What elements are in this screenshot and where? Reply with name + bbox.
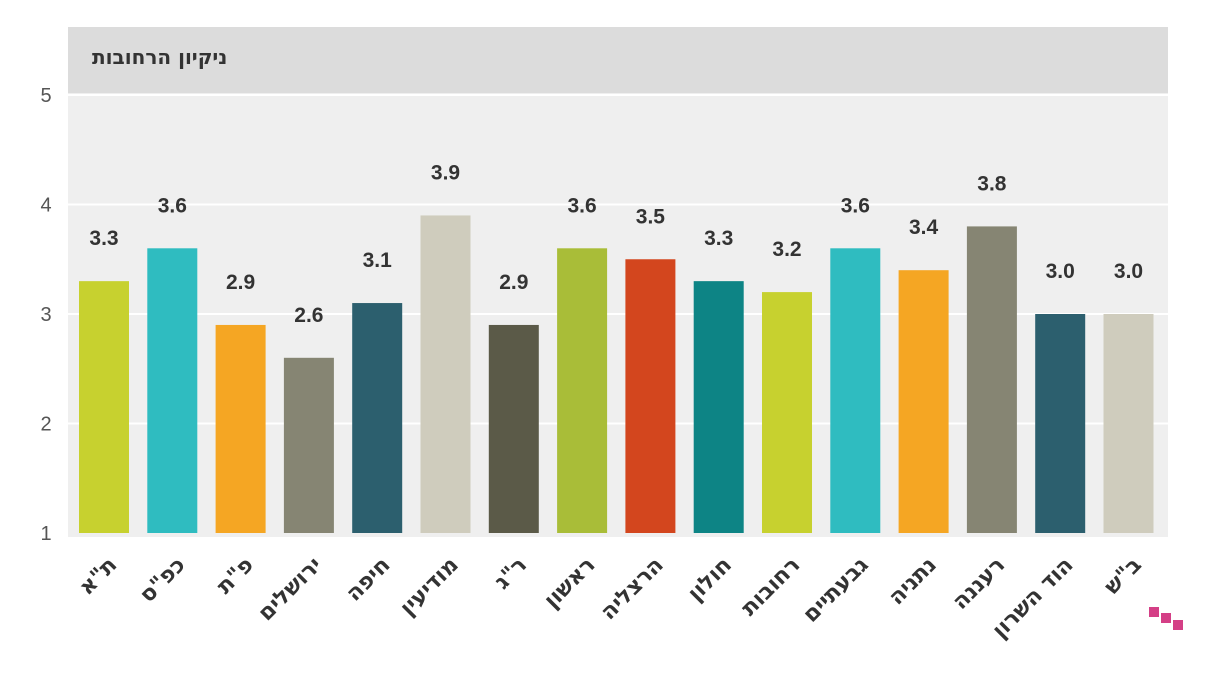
x-tick-label: רחובות (737, 553, 806, 622)
x-tick-label: גבעתיים (798, 552, 873, 627)
x-tick-label: ב"ש (1100, 553, 1147, 600)
bar (352, 303, 403, 533)
bar-value-label: 3.4 (909, 216, 939, 239)
y-tick-label: 5 (40, 85, 51, 107)
bar (625, 259, 676, 533)
bar (215, 324, 266, 533)
bar (1035, 314, 1086, 533)
bar (557, 248, 608, 534)
bar-value-label: 3.1 (363, 249, 393, 272)
y-axis: 1 2 3 4 5 (40, 85, 51, 545)
bar (762, 292, 812, 533)
y-tick-label: 3 (40, 304, 51, 326)
y-tick-label: 4 (40, 195, 51, 217)
bar-value-label: 3.9 (431, 161, 460, 184)
x-tick-label: חיפה (342, 553, 396, 607)
corner-logo-icon (1149, 607, 1183, 630)
bar-value-label: 3.6 (567, 194, 596, 217)
x-tick-label: פ"ת (212, 553, 259, 600)
x-tick-label: כפ"ס (135, 553, 190, 608)
bar (966, 226, 1017, 533)
bar (283, 357, 334, 533)
bar-value-label: 3.3 (704, 227, 733, 250)
bar-value-label: 3.0 (1114, 260, 1143, 283)
bar (898, 270, 949, 533)
x-tick-label: חולון (683, 553, 737, 607)
bar-value-label: 3.5 (636, 205, 666, 228)
bar (79, 281, 129, 533)
bar (830, 248, 881, 534)
bar-value-label: 2.6 (294, 304, 323, 327)
bar-value-label: 2.9 (226, 271, 255, 294)
bar-value-label: 3.0 (1046, 260, 1075, 283)
bar-value-label: 3.2 (772, 238, 801, 261)
y-tick-label: 2 (40, 414, 51, 436)
x-tick-label: ירושלים (254, 553, 328, 627)
bar-value-label: 2.9 (499, 271, 528, 294)
x-tick-label: מודיעין (395, 553, 463, 621)
chart-title: ניקיון הרחובות (92, 45, 227, 69)
bar (693, 281, 744, 533)
x-tick-label: רעננה (948, 553, 1010, 615)
bar-value-label: 3.6 (158, 194, 187, 217)
bar (147, 248, 198, 534)
x-tick-label: ר"ג (490, 553, 532, 595)
bar (488, 324, 539, 533)
bar (1103, 314, 1154, 533)
value-labels: 3.3 3.6 2.9 2.6 3.1 3.9 2.9 3.6 3.5 3.3 3.2 3.6 3.4 3… (89, 161, 1143, 326)
bars (79, 215, 1154, 534)
bar-value-label: 3.3 (89, 227, 118, 250)
bar-value-label: 3.8 (977, 172, 1007, 195)
y-tick-label: 1 (40, 523, 51, 545)
title-band (68, 27, 1168, 93)
x-tick-label: הרצליה (596, 553, 669, 626)
x-tick-label: ראשון (539, 553, 600, 614)
x-tick-label: נתניה (884, 553, 942, 611)
bar-value-label: 3.6 (841, 194, 870, 217)
x-tick-label: ת"א (75, 553, 123, 601)
bar (420, 215, 471, 533)
